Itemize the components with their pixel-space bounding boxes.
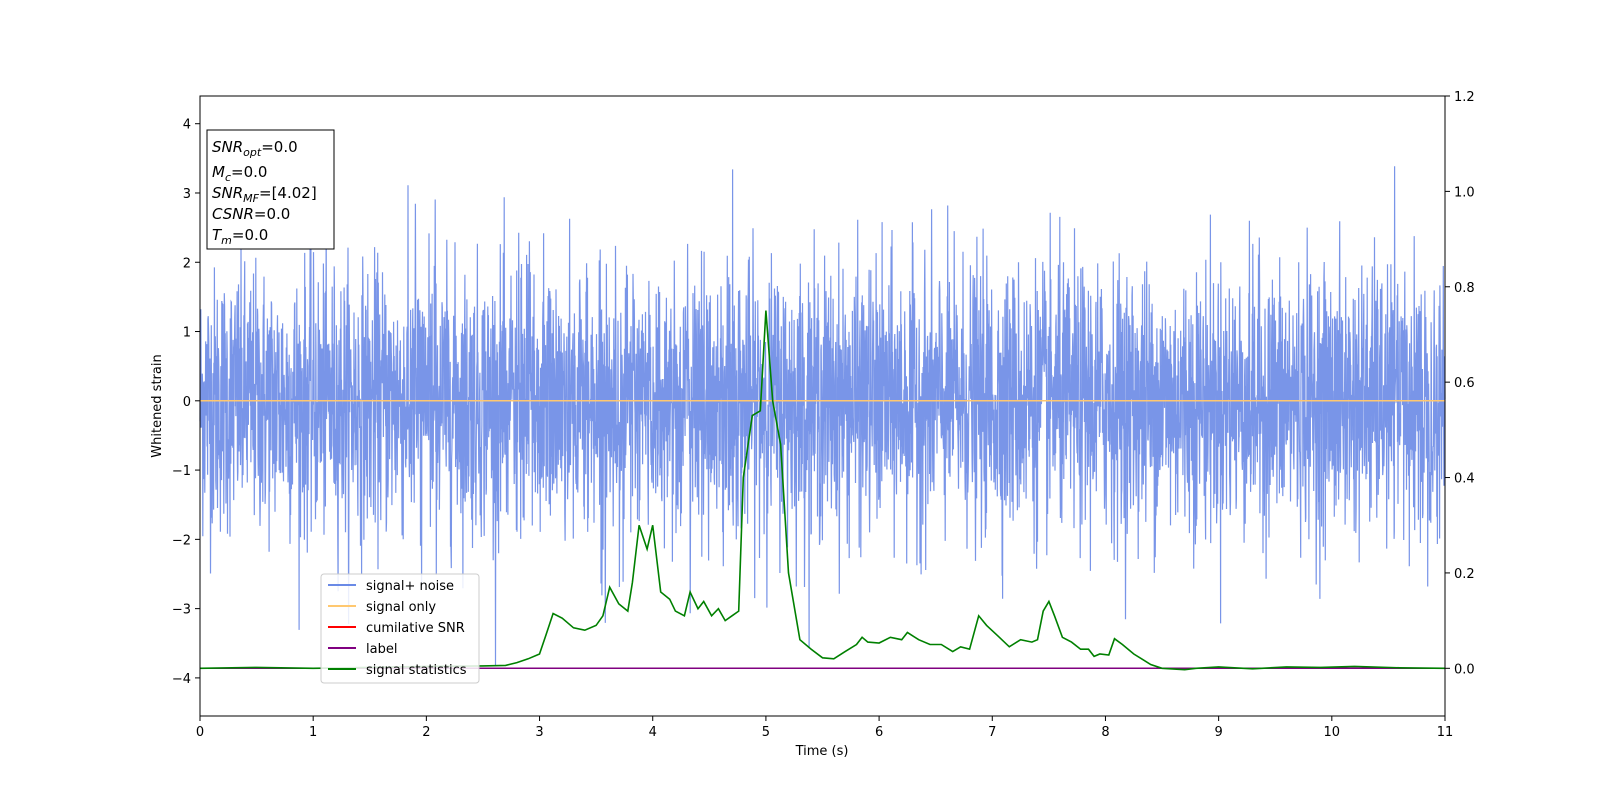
x-tick-label: 7: [988, 725, 996, 740]
x-tick-label: 9: [1214, 725, 1222, 740]
x-tick-label: 5: [762, 725, 770, 740]
x-tick-label: 1: [309, 725, 317, 740]
annotation-line: Mc=0.0: [212, 163, 267, 184]
y-tick-label: −1: [172, 464, 191, 479]
y-tick-label: 2: [183, 256, 191, 271]
annotation-frame: [206, 129, 335, 250]
x-axis-label: Time (s): [795, 744, 849, 759]
y2-tick-label: 1.0: [1454, 185, 1475, 200]
annotation-line: Tm=0.0: [212, 226, 268, 247]
signal-statistics-line: [199, 310, 1446, 671]
legend: signal+ noise signal only cumilative SNR la…: [320, 573, 480, 684]
y-tick-label: 4: [183, 118, 191, 133]
legend-frame: [320, 573, 480, 684]
signal-noise-series: [199, 166, 1446, 666]
legend-label: signal only: [366, 600, 436, 615]
y2-tick-label: 0.2: [1454, 567, 1475, 582]
x-tick-label: 0: [196, 725, 204, 740]
y-axis-label: Whitened strain: [150, 354, 165, 457]
legend-label: label: [366, 642, 397, 657]
annotation-line: SNRopt=0.0: [212, 138, 298, 159]
x-tick-label: 10: [1324, 725, 1341, 740]
y-tick-label: 1: [183, 326, 191, 341]
y2-tick-label: 1.2: [1454, 90, 1475, 105]
y-tick-label: 3: [183, 187, 191, 202]
x-tick-label: 11: [1437, 725, 1454, 740]
x-tick-label: 2: [422, 725, 430, 740]
x-tick-label: 3: [535, 725, 543, 740]
legend-label: signal statistics: [366, 663, 467, 678]
x-tick-label: 8: [1101, 725, 1109, 740]
y2-tick-label: 0.0: [1454, 662, 1475, 677]
y-axis-ticks: 4 3 2 1 0 −1 −2 −3 −4: [172, 118, 200, 687]
y-tick-label: −4: [172, 672, 191, 687]
y-tick-label: 0: [183, 395, 191, 410]
legend-label: cumilative SNR: [366, 621, 465, 636]
x-axis-ticks: 0 1 2 3 4 5 6 7 8 9 10 11: [196, 716, 1453, 740]
y2-tick-label: 0.4: [1454, 472, 1475, 487]
y-tick-label: −3: [172, 603, 191, 618]
plot-frame: [199, 95, 1446, 717]
annotation-line: SNRMF=[4.02]: [212, 184, 317, 205]
signal-statistics-series: [199, 310, 1446, 671]
y2-tick-label: 0.8: [1454, 281, 1475, 296]
x-tick-label: 4: [649, 725, 657, 740]
x-tick-label: 6: [875, 725, 883, 740]
signal-noise-line: [199, 166, 1446, 666]
annotation-line: CSNR=0.0: [212, 205, 290, 223]
y2-tick-label: 0.6: [1454, 376, 1475, 391]
y-tick-label: −2: [172, 533, 191, 548]
legend-label: signal+ noise: [366, 579, 454, 594]
y2-axis-ticks: 1.2 1.0 0.8 0.6 0.4 0.2 0.0: [1445, 90, 1475, 677]
